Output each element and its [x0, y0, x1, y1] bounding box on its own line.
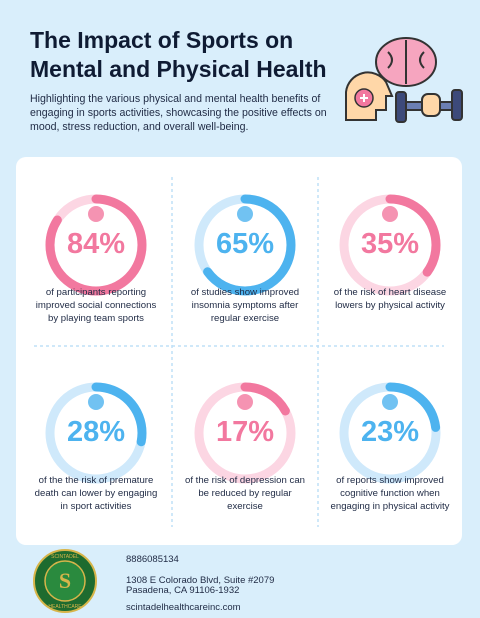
stat-caption: of the risk of heart disease lowers by p… [333, 287, 447, 311]
address-line: Pasadena, CA 91106-1932 [126, 585, 240, 596]
stat: 23% [335, 378, 445, 488]
ring [339, 194, 441, 296]
stat-value: 28% [66, 416, 126, 448]
icon [88, 394, 104, 410]
logo-top: SCINTADEL [51, 554, 79, 560]
stat-value: 23% [360, 416, 420, 448]
stat: 28% [41, 378, 151, 488]
website: scintadelhealthcareinc.com [126, 602, 241, 613]
stat: 84% [41, 190, 151, 300]
stat-value: 17% [215, 416, 275, 448]
stat: 65% [190, 190, 300, 300]
icon [237, 206, 253, 222]
logo: S SCINTADEL HEALTHCARE [33, 549, 97, 613]
ring [339, 382, 441, 484]
stat-caption: of reports show improved cognitive funct… [330, 475, 450, 512]
icon [237, 394, 253, 410]
dividers [34, 177, 444, 527]
ring [45, 382, 147, 484]
stat-caption: of the the risk of premature death can l… [34, 475, 158, 512]
logo-bottom: HEALTHCARE [48, 604, 82, 610]
ring-arc [339, 382, 441, 484]
stat-value: 84% [66, 228, 126, 260]
stat-caption: of the risk of depression can be reduced… [185, 475, 305, 512]
ring [194, 194, 296, 296]
icon [88, 206, 104, 222]
phone: 8886085134 [126, 554, 179, 565]
ring-arc [339, 194, 441, 296]
svg-text:S: S [59, 568, 71, 593]
title: The Impact of Sports on Mental and Physi… [30, 27, 327, 82]
stat-caption: of studies show improved insomnia sympto… [190, 287, 300, 324]
illustration [345, 37, 463, 123]
stat-value: 65% [215, 228, 275, 260]
stat-caption: of participants reporting improved socia… [35, 287, 157, 324]
ring-arc [45, 194, 147, 296]
stats-card: 84% of participants reporting improved so… [16, 157, 462, 545]
ring [194, 382, 296, 484]
subtitle: Highlighting the various physical and me… [30, 93, 327, 133]
stat-value: 35% [360, 228, 420, 260]
ring-arc [194, 194, 296, 296]
ring [45, 194, 147, 296]
icon [382, 206, 398, 222]
icon [382, 394, 398, 410]
stat: 35% [335, 190, 445, 300]
ring-arc [45, 382, 147, 484]
address-line: 1308 E Colorado Blvd, Suite #2079 [126, 575, 275, 586]
stat: 17% [190, 378, 300, 488]
ring-arc [194, 382, 296, 484]
